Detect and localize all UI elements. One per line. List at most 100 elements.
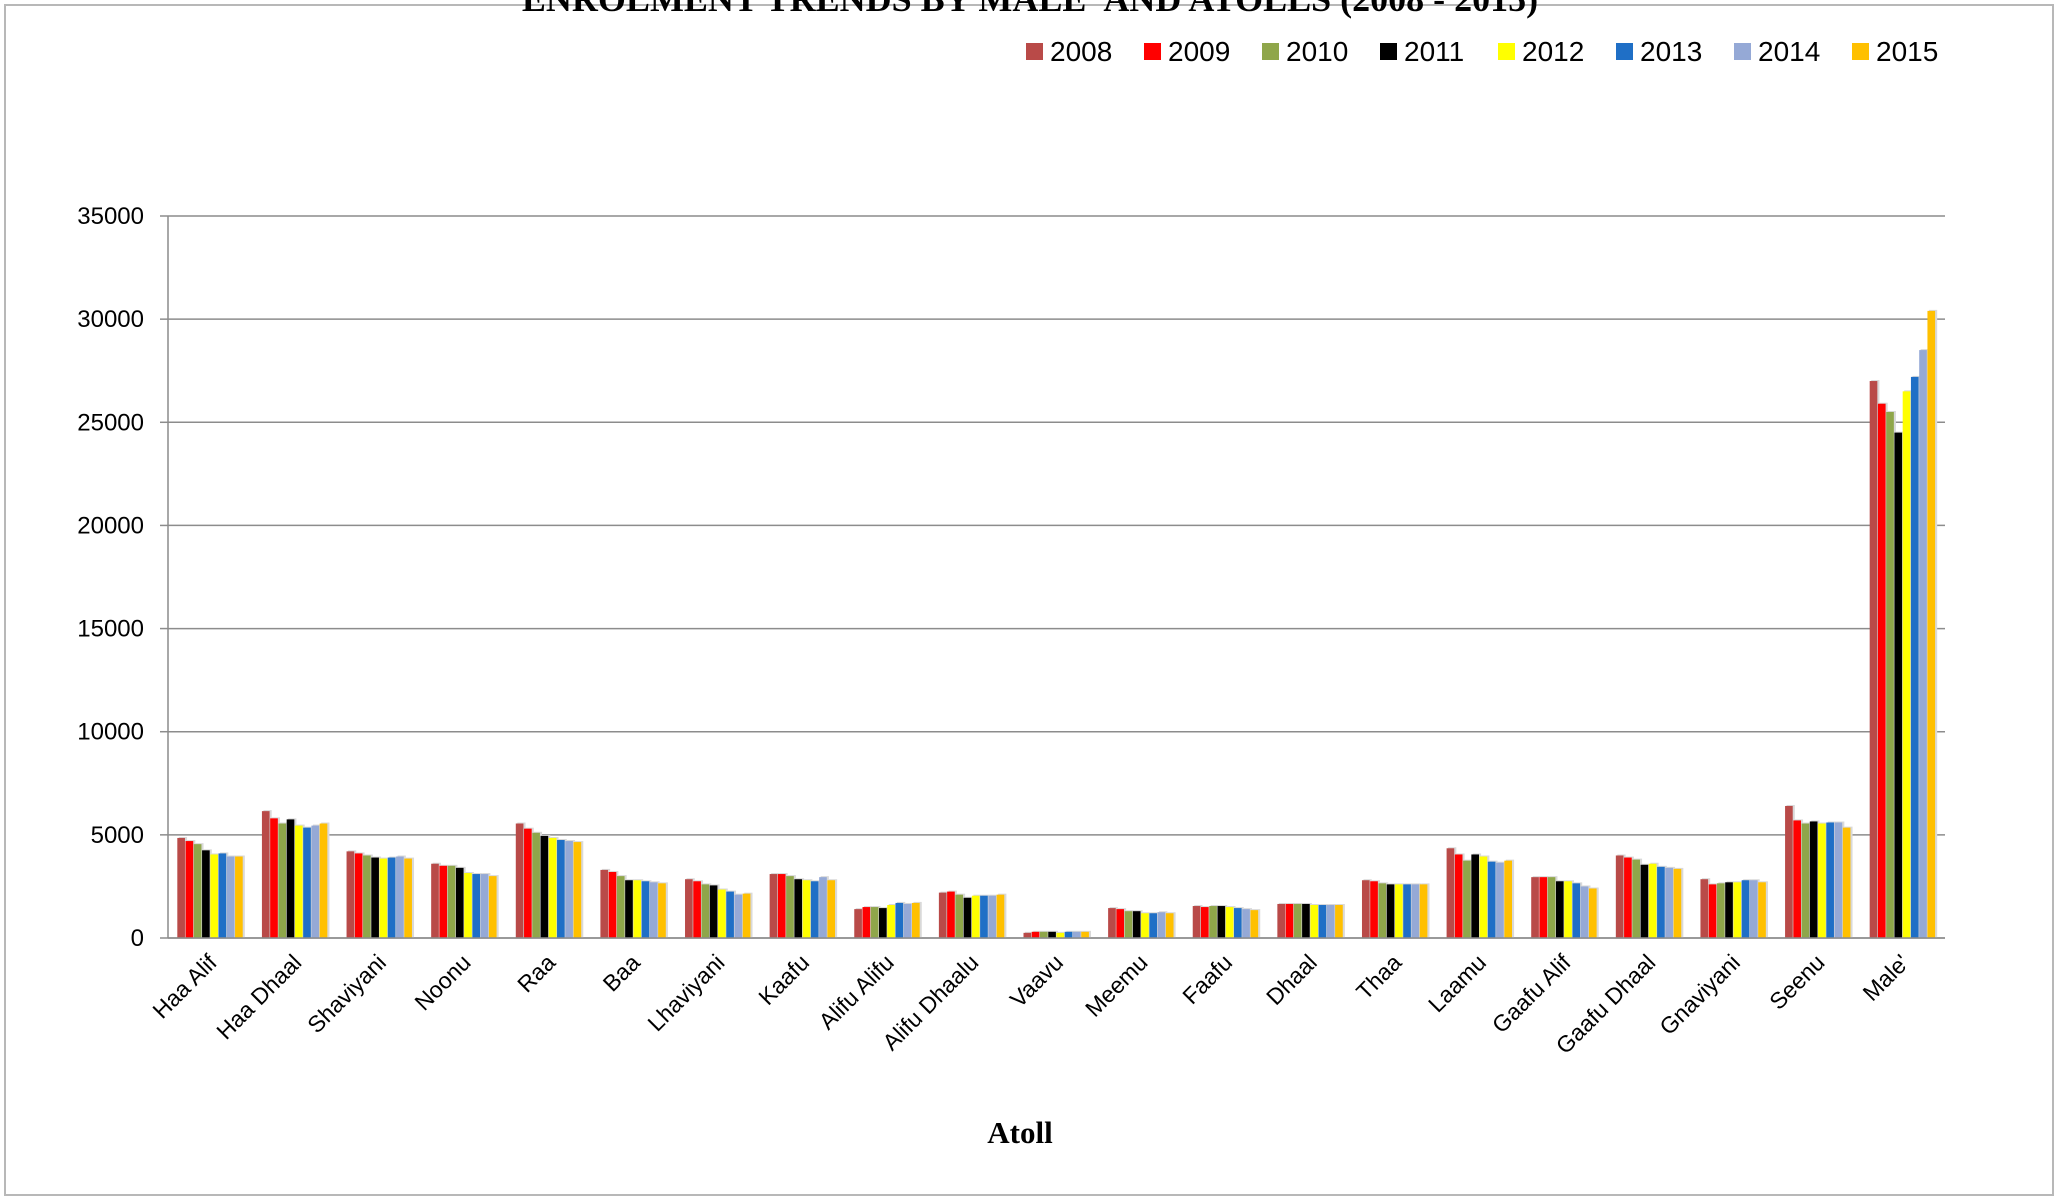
legend-label-2013: 2013: [1640, 36, 1702, 67]
bar-2009: [1708, 884, 1717, 938]
bar-2009: [185, 841, 194, 938]
legend-label-2010: 2010: [1286, 36, 1348, 67]
bar-2008: [600, 869, 609, 938]
bar-2013: [1657, 866, 1665, 938]
bar-2014: [734, 894, 743, 938]
legend: 2008 2009 2010 2011 2012 2013 2014 2015: [1026, 36, 1938, 67]
bar-2008: [1785, 805, 1793, 938]
bar-2014: [396, 856, 404, 938]
bar-2014: [1242, 909, 1250, 938]
bar-2010: [1124, 911, 1133, 938]
legend-label-2014: 2014: [1758, 36, 1820, 67]
bar-2015: [827, 880, 836, 938]
bar-2009: [1116, 909, 1125, 938]
bar-2013: [1233, 908, 1242, 938]
bar-2008: [1277, 903, 1286, 938]
bar-2011: [1894, 432, 1903, 938]
bar-2012: [718, 889, 726, 938]
x-tick-label: Thaa: [1351, 949, 1407, 1005]
bar-2013: [1910, 376, 1919, 939]
bar-2010: [1716, 883, 1725, 938]
bar-2014: [565, 841, 573, 938]
bar-2008: [1192, 906, 1201, 938]
legend-swatch-2010: [1262, 43, 1279, 60]
bar-2013: [218, 853, 227, 938]
bar-2011: [1217, 906, 1226, 938]
bar-2011: [709, 885, 718, 938]
bar-2013: [1487, 861, 1496, 938]
bar-2011: [1809, 821, 1818, 938]
y-tick-label: 15000: [77, 616, 144, 643]
bar-2014: [1749, 880, 1758, 938]
bar-2010: [786, 876, 794, 938]
bar-2009: [1624, 857, 1632, 938]
bar-2008: [938, 892, 947, 938]
legend-swatch-2015: [1852, 43, 1869, 60]
x-tick-label: Gaafu Alif: [1487, 949, 1576, 1038]
x-tick-label: Seenu: [1764, 949, 1829, 1014]
bar-2008: [1023, 932, 1032, 938]
bar-2015: [1419, 884, 1428, 938]
bar-2008: [515, 823, 524, 938]
x-tick-label: Laamu: [1423, 949, 1491, 1017]
bar-2014: [1157, 912, 1166, 938]
bar-2010: [1378, 883, 1387, 938]
bar-2012: [548, 837, 557, 938]
bar-2012: [294, 825, 303, 938]
bar-2009: [354, 853, 363, 938]
bar-2010: [193, 844, 202, 938]
bar-2014: [311, 825, 320, 938]
bar-2008: [1615, 855, 1624, 938]
bar-2014: [1919, 350, 1927, 939]
bar-2015: [404, 858, 412, 938]
bar-2011: [879, 908, 887, 938]
bar-2012: [1733, 882, 1742, 938]
bar-2014: [1073, 931, 1081, 938]
bar-2011: [625, 880, 633, 938]
chart-frame: [4, 4, 2054, 1196]
bar-2008: [1869, 381, 1878, 938]
bar-2010: [870, 907, 879, 938]
bar-2009: [1454, 854, 1463, 938]
bar-2012: [1056, 932, 1065, 938]
bar-2011: [455, 867, 464, 938]
y-tick-label: 25000: [77, 409, 144, 436]
bar-2014: [1326, 904, 1335, 938]
bar-2009: [1370, 881, 1378, 938]
bar-2010: [278, 823, 287, 938]
grid-layer: [168, 215, 1945, 939]
bar-2008: [177, 837, 185, 938]
bar-2013: [557, 840, 565, 938]
bar-2009: [1200, 907, 1209, 938]
bar-2012: [1394, 884, 1403, 938]
bar-2010: [1039, 931, 1048, 938]
bar-2015: [1927, 310, 1936, 938]
bar-2012: [1818, 823, 1826, 938]
bar-2015: [996, 894, 1005, 938]
bar-2009: [1285, 903, 1294, 938]
bar-2011: [286, 819, 295, 938]
x-tick-label: Haa Alif: [147, 949, 222, 1024]
bar-2008: [1700, 879, 1709, 938]
bar-2013: [1064, 931, 1073, 938]
bar-2015: [1335, 904, 1343, 938]
bar-2015: [1504, 860, 1512, 938]
bar-2009: [1539, 877, 1548, 938]
legend-swatch-2013: [1616, 43, 1633, 60]
bar-2013: [895, 902, 904, 938]
legend-label-2009: 2009: [1168, 36, 1230, 67]
bar-2012: [1141, 913, 1149, 938]
bar-2012: [1479, 856, 1488, 938]
bar-2010: [1547, 877, 1556, 938]
bar-2008: [1446, 848, 1455, 938]
legend-swatch-2011: [1380, 43, 1397, 60]
bar-2010: [1886, 411, 1894, 938]
x-tick-label: Haa Dhaal: [211, 949, 306, 1044]
legend-swatch-2014: [1734, 43, 1751, 60]
legend-label-2012: 2012: [1522, 36, 1584, 67]
x-tick-label: Kaafu: [753, 949, 814, 1010]
bar-2013: [641, 881, 650, 938]
bar-2010: [447, 865, 456, 938]
x-tick-label: Male': [1857, 949, 1914, 1006]
